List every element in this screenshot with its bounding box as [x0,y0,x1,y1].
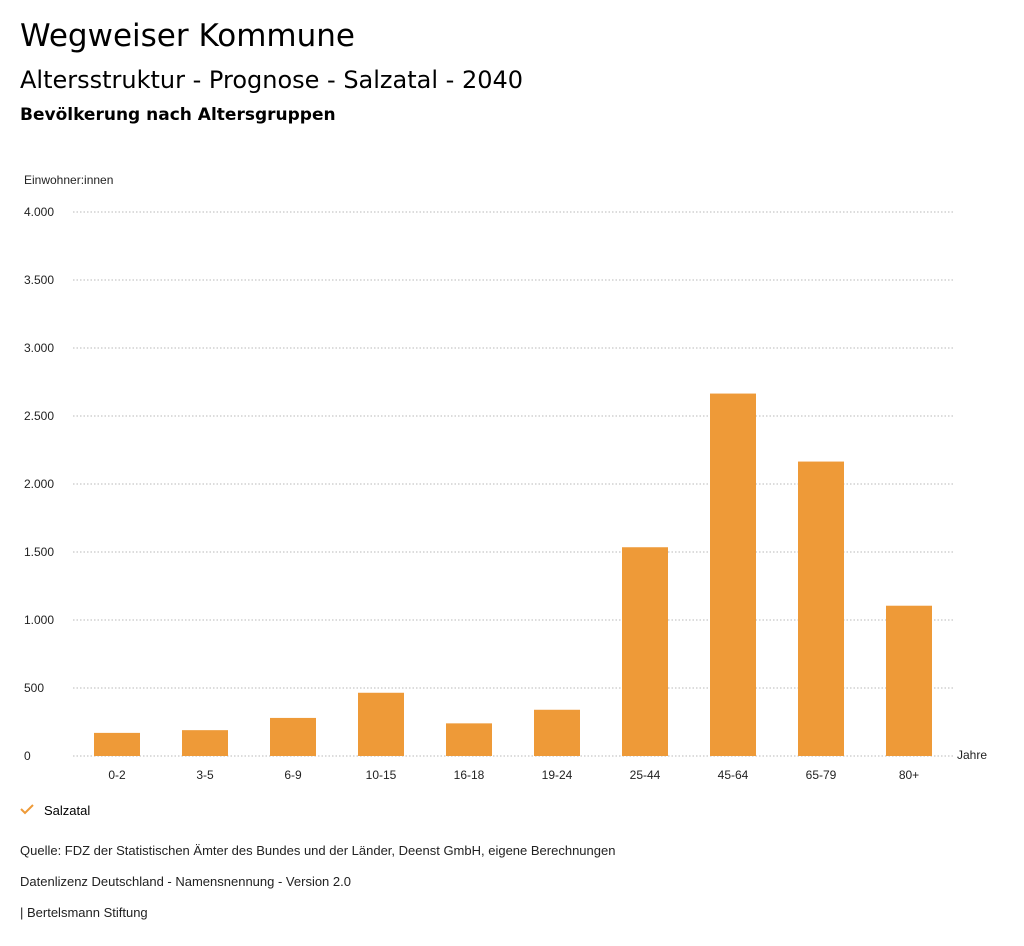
legend-label: Salzatal [44,803,91,818]
x-tick-label: 25-44 [630,768,661,782]
x-tick-label: 6-9 [284,768,302,782]
bar-3-5[interactable] [182,730,228,756]
checkmark-icon [20,803,38,818]
bar-chart: Einwohner:innen 0 500 1.000 1.500 2.000 2.500… [24,173,987,782]
y-tick-label: 2.000 [24,477,54,491]
x-tick-label: 0-2 [108,768,126,782]
x-tick-label: 16-18 [454,768,485,782]
y-tick-label: 2.500 [24,409,54,423]
bar-80+[interactable] [886,605,932,756]
x-tick-label: 65-79 [806,768,837,782]
bar-0-2[interactable] [94,732,140,756]
x-tick-label: 80+ [899,768,919,782]
x-tick-label: 19-24 [542,768,573,782]
bar-45-64[interactable] [710,393,756,756]
x-tick-label: 45-64 [718,768,749,782]
x-tick-label: 10-15 [366,768,397,782]
y-tick-label: 1.500 [24,545,54,559]
y-tick-label: 4.000 [24,205,54,219]
y-tick-label: 0 [24,749,31,763]
source-note: Quelle: FDZ der Statistischen Ämter des … [20,843,616,858]
y-tick-label: 3.500 [24,273,54,287]
chart-subtitle: Altersstruktur - Prognose - Salzatal - 2… [20,66,524,94]
y-tick-label: 3.000 [24,341,54,355]
bar-10-15[interactable] [358,692,404,756]
x-axis-label: Jahre [957,748,987,762]
app-title: Wegweiser Kommune [20,18,355,54]
bar-16-18[interactable] [446,723,492,756]
y-tick-label: 1.000 [24,613,54,627]
bar-25-44[interactable] [622,547,668,756]
legend-item-salzatal[interactable]: Salzatal [20,803,90,818]
y-tick-label: 500 [24,681,44,695]
bar-65-79[interactable] [798,461,844,756]
publisher-note: | Bertelsmann Stiftung [20,905,148,920]
bar-6-9[interactable] [270,717,316,756]
bar-19-24[interactable] [534,709,580,756]
y-axis-label: Einwohner:innen [24,173,113,187]
license-note: Datenlizenz Deutschland - Namensnennung … [20,874,351,889]
chart-section-title: Bevölkerung nach Altersgruppen [20,105,336,125]
x-tick-label: 3-5 [196,768,214,782]
